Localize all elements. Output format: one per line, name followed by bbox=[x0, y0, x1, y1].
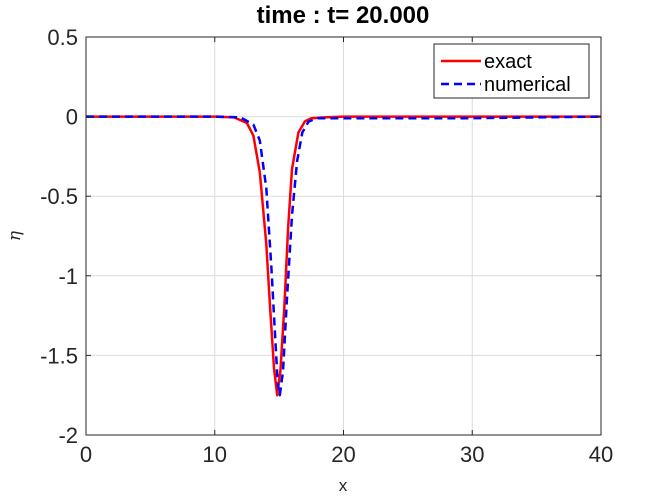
series-line-exact bbox=[86, 115, 601, 397]
legend-label-numerical: numerical bbox=[484, 74, 571, 96]
x-tick-label: 0 bbox=[80, 442, 92, 467]
y-tick-label: -0.5 bbox=[40, 184, 78, 209]
chart-title: time : t= 20.000 bbox=[257, 2, 430, 29]
y-tick-label: -1 bbox=[58, 264, 78, 289]
y-axis-label: η bbox=[5, 230, 25, 241]
legend-box bbox=[433, 43, 590, 99]
axis-ticks: 0 10 20 30 40 0.5 0 -0.5 -1 -1.5 -2 bbox=[40, 25, 613, 467]
x-tick-label: 40 bbox=[589, 442, 613, 467]
series-layer bbox=[86, 115, 602, 397]
legend-label-exact: exact bbox=[484, 51, 532, 73]
y-tick-label: -2 bbox=[58, 423, 78, 448]
x-axis-label: x bbox=[339, 476, 348, 495]
legend: exact numerical bbox=[433, 43, 590, 99]
x-tick-label: 10 bbox=[203, 442, 227, 467]
y-tick-label: 0 bbox=[66, 105, 78, 130]
y-tick-label: -1.5 bbox=[40, 343, 78, 368]
x-tick-label: 20 bbox=[331, 442, 355, 467]
x-tick-label: 30 bbox=[460, 442, 484, 467]
y-tick-label: 0.5 bbox=[47, 25, 78, 50]
